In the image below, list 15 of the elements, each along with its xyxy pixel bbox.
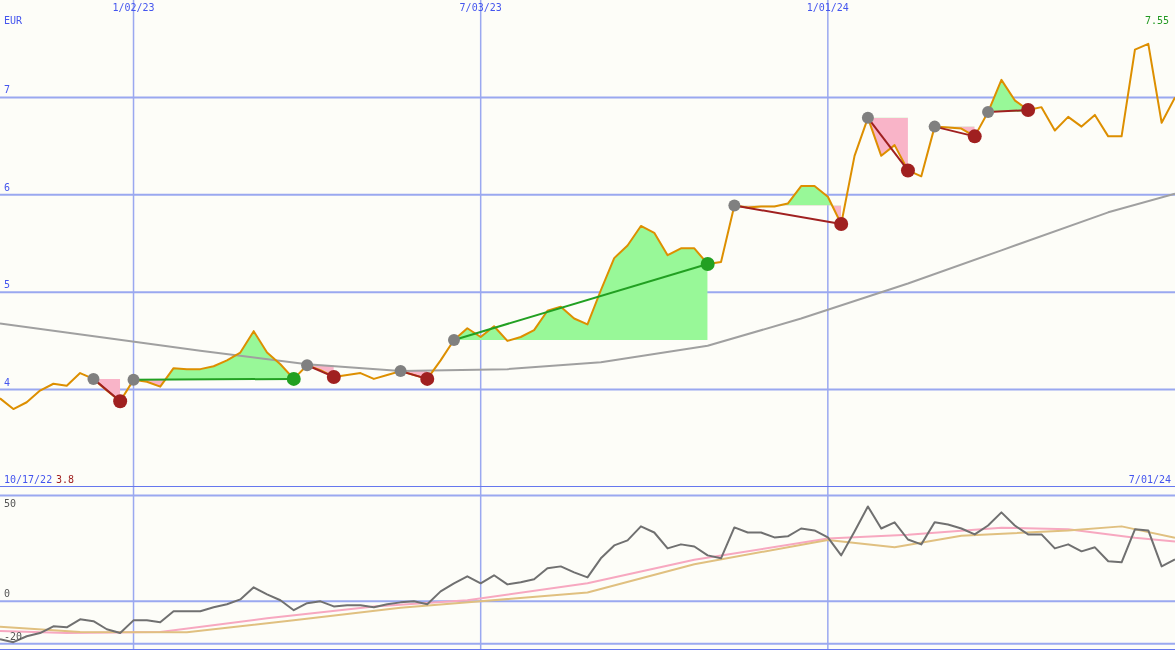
x-tick-label: 1/02/23 (112, 2, 155, 13)
annotation: 3.8 (56, 474, 75, 485)
y-tick-label: -20 (4, 630, 23, 642)
y-tick-label: 4 (4, 376, 11, 388)
x-tick-label: 7/03/23 (459, 2, 502, 13)
x-tick-label: 1/01/24 (806, 2, 849, 13)
y-axis-title: EUR (4, 15, 24, 26)
y-tick-label: 50 (4, 498, 17, 510)
annotation: 10/17/22 (4, 474, 53, 485)
annotation: 7/01/24 (1128, 474, 1171, 485)
y-tick-label: 7 (4, 84, 11, 96)
y-tick-label: 0 (4, 588, 11, 600)
annotation: 7.55 (1144, 15, 1169, 26)
y-tick-label: 6 (4, 181, 11, 193)
y-tick-label: 5 (4, 279, 11, 291)
